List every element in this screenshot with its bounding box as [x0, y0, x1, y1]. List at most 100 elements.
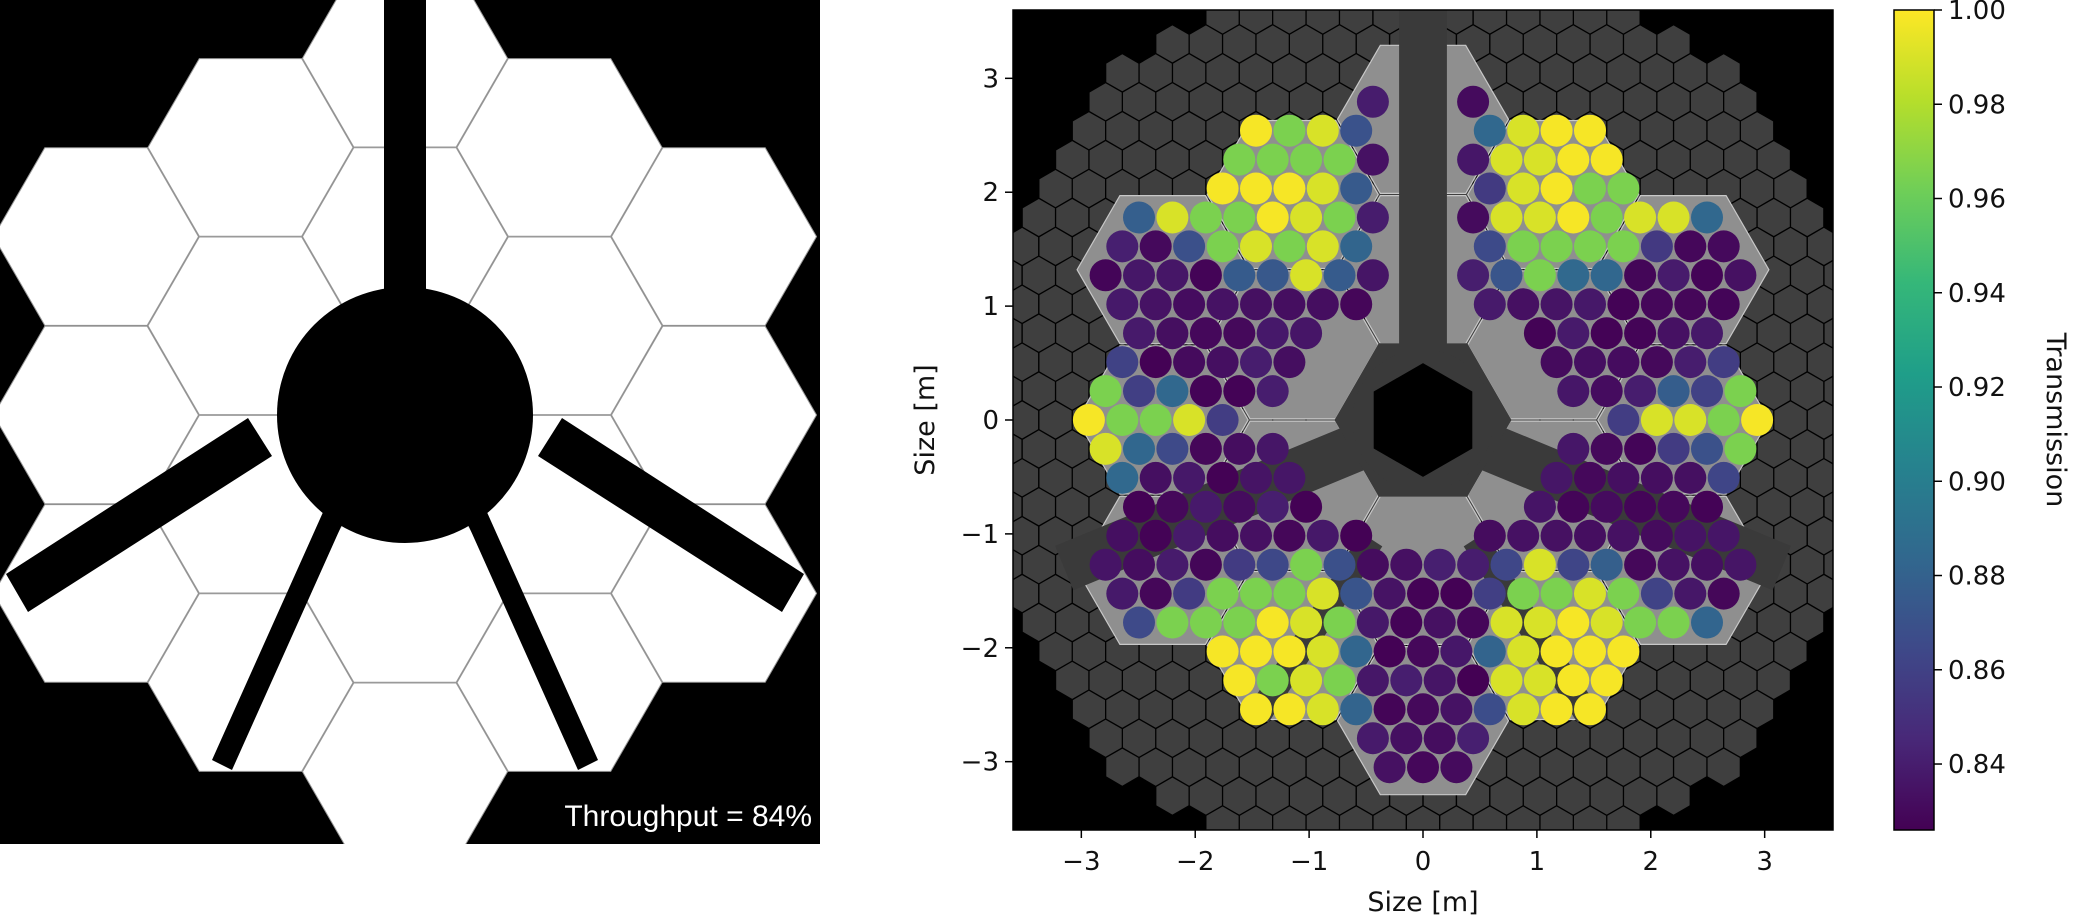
grid-cell [1273, 10, 1306, 34]
transmission-circle [1473, 114, 1506, 147]
grid-cell [1557, 719, 1590, 757]
lower-right-strut [538, 418, 804, 612]
grid-cell [1056, 141, 1089, 179]
grid-cell [1490, 777, 1523, 815]
throughput-annotation: Throughput = 84% [564, 800, 812, 833]
grid-cell [1540, 806, 1573, 830]
lower-left-inner-strut [212, 510, 344, 770]
grid-cell [1791, 199, 1824, 236]
transmission-circle [1106, 230, 1139, 263]
grid-cell [1473, 10, 1506, 34]
grid-cell [1206, 748, 1239, 786]
transmission-circle [1156, 490, 1189, 523]
grid-cell [1239, 10, 1272, 34]
transmission-circle [1206, 635, 1239, 668]
transmission-circle [1523, 664, 1556, 697]
transmission-circle [1223, 259, 1256, 292]
grid-cell [1807, 575, 1833, 613]
transmission-circle [1724, 375, 1757, 408]
grid-cell [1590, 25, 1623, 63]
transmission-circle [1457, 548, 1490, 581]
transmission-circle [1590, 432, 1623, 465]
grid-cell [1741, 170, 1774, 208]
transmission-circle [1557, 432, 1590, 465]
grid-cell [1791, 604, 1824, 641]
grid-cell [1189, 83, 1222, 121]
colorbar-tick-label: 0.92 [1948, 373, 2006, 403]
transmission-circle [1189, 490, 1222, 523]
grid-cell [1039, 285, 1072, 323]
transmission-circle [1340, 577, 1373, 610]
grid-cell [1089, 141, 1122, 179]
grid-cell [1056, 488, 1089, 526]
transmission-circle [1089, 375, 1122, 408]
transmission-circle [1674, 577, 1707, 610]
grid-cell [1139, 748, 1172, 786]
grid-cell [1273, 54, 1306, 92]
transmission-circle [1574, 230, 1606, 263]
transmission-circle [1223, 375, 1256, 408]
transmission-circle [1523, 548, 1556, 581]
grid-cell [1123, 83, 1156, 121]
grid-cell [1239, 54, 1272, 92]
transmission-circle [1356, 548, 1389, 581]
x-tick-label: 2 [1643, 847, 1660, 877]
grid-cell [1624, 777, 1657, 815]
grid-cell [1490, 25, 1523, 63]
transmission-circle [1473, 577, 1506, 610]
transmission-circle [1173, 346, 1206, 379]
transmission-circle [1173, 461, 1206, 494]
transmission-circle [1490, 143, 1523, 176]
x-tick-label: 3 [1756, 847, 1773, 877]
transmission-circle [1089, 548, 1122, 581]
transmission-circle [1691, 490, 1723, 523]
grid-cell [1757, 372, 1790, 410]
grid-cell [1072, 343, 1105, 381]
transmission-circle [1206, 404, 1239, 436]
transmission-circle [1223, 548, 1256, 581]
transmission-circle [1407, 751, 1439, 784]
transmission-circle [1540, 461, 1573, 494]
grid-cell [1741, 690, 1774, 728]
grid-cell [1741, 343, 1774, 381]
grid-cell [1256, 719, 1289, 757]
y-tick-label: −2 [961, 634, 999, 664]
transmission-circle [1273, 172, 1306, 205]
grid-cell [1013, 459, 1039, 497]
grid-cell [1256, 777, 1289, 815]
grid-cell [1557, 25, 1590, 63]
grid-cell [1139, 112, 1172, 150]
grid-cell [1189, 661, 1222, 699]
grid-cell [1540, 54, 1573, 92]
grid-cell [1056, 604, 1089, 641]
transmission-circle [1540, 693, 1573, 726]
grid-cell [1290, 25, 1323, 63]
grid-cell [1323, 777, 1356, 815]
transmission-circle [1590, 201, 1623, 234]
grid-cell [1013, 575, 1039, 613]
grid-cell [1039, 343, 1072, 381]
transmission-circle [1557, 548, 1590, 581]
grid-cell [1557, 777, 1590, 815]
transmission-circle [1423, 722, 1456, 755]
mirror-segment [456, 58, 663, 237]
transmission-circle [1574, 577, 1606, 610]
grid-cell [1574, 10, 1607, 34]
transmission-circle [1523, 201, 1556, 234]
transmission-circle [1457, 201, 1490, 234]
transmission-circle [1574, 693, 1606, 726]
transmission-circle [1691, 432, 1723, 465]
transmission-circle [1624, 432, 1657, 465]
grid-cell [1056, 199, 1089, 236]
grid-cell [1807, 459, 1833, 497]
grid-cell [1807, 401, 1833, 439]
transmission-circle [1256, 432, 1289, 465]
grid-cell [1373, 806, 1406, 830]
transmission-circle [1557, 317, 1590, 350]
transmission-circle [1557, 606, 1590, 639]
transmission-circle [1724, 259, 1757, 292]
grid-cell [1189, 141, 1222, 179]
transmission-circle [1290, 664, 1323, 697]
transmission-circle [1072, 404, 1105, 436]
transmission-circle [1557, 490, 1590, 523]
